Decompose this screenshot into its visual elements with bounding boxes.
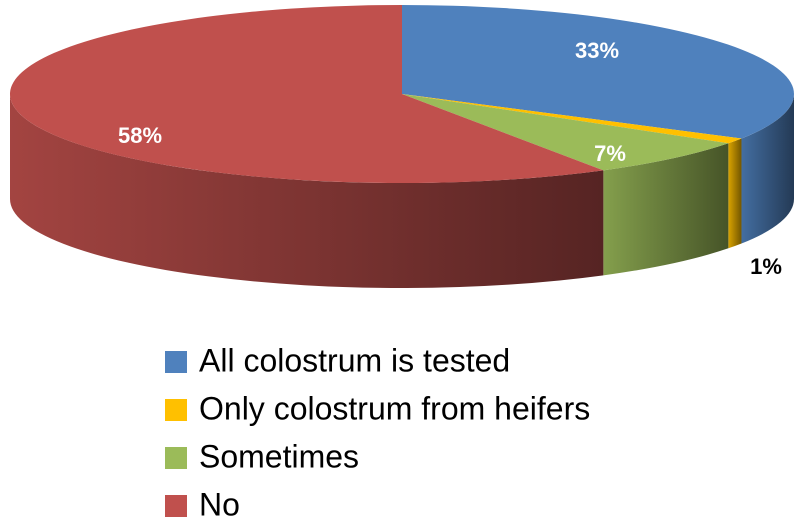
pie-slice <box>402 94 729 171</box>
pie-side <box>741 94 794 244</box>
data-label: 58% <box>118 123 162 148</box>
data-label: 33% <box>575 38 619 63</box>
legend-label: Only colostrum from heifers <box>199 390 590 426</box>
data-labels: 33% 1% 7% 58% <box>118 38 782 279</box>
pie-sides <box>10 94 794 288</box>
pie-tops <box>9 5 794 183</box>
legend-label: All colostrum is tested <box>199 342 510 378</box>
legend: All colostrum is tested Only colostrum fr… <box>165 342 590 522</box>
pie-side <box>10 94 604 288</box>
legend-swatch <box>165 399 187 421</box>
pie-side <box>728 138 742 249</box>
pie-slice <box>402 5 794 139</box>
legend-label: Sometimes <box>199 438 359 474</box>
pie-slice <box>9 5 604 183</box>
data-label: 7% <box>594 141 626 166</box>
legend-swatch <box>165 351 187 373</box>
legend-swatch <box>165 495 187 517</box>
pie-slice <box>402 94 742 144</box>
data-label: 1% <box>750 254 782 279</box>
pie-side <box>603 143 729 276</box>
legend-swatch <box>165 447 187 469</box>
legend-label: No <box>199 486 240 522</box>
